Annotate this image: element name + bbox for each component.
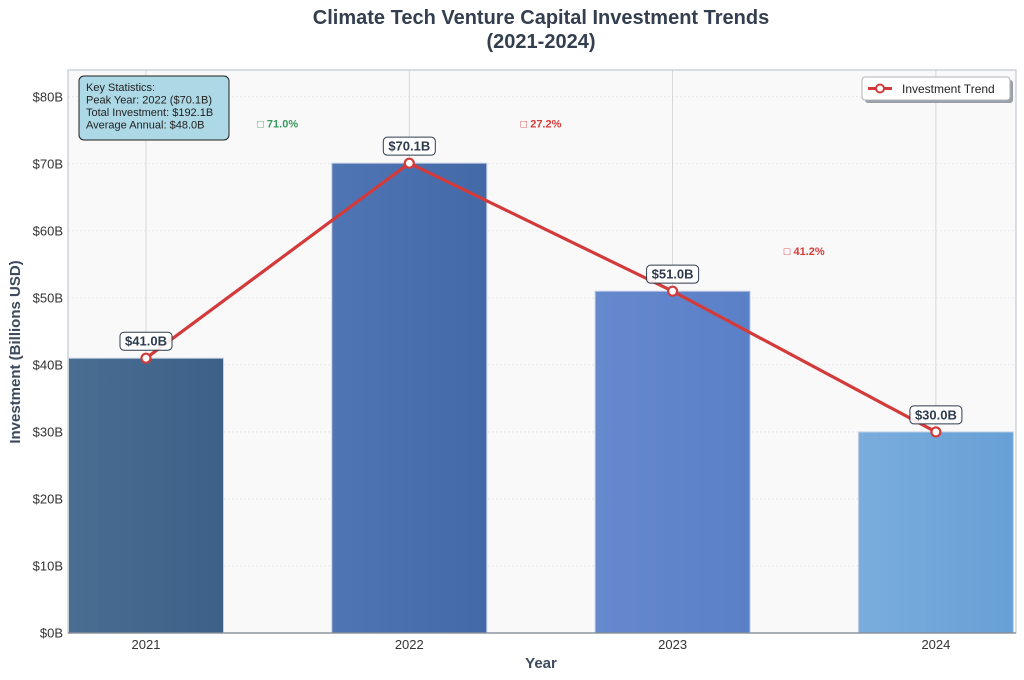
x-tick-label: 2022 [395,637,424,652]
bar-2021 [68,357,224,634]
y-tick-label: $30B [33,424,63,439]
bar-2022 [331,162,488,634]
trend-line [145,161,937,434]
stats-line: Peak Year: 2022 ($70.1B) [86,95,212,107]
y-tick-label: $20B [33,491,63,506]
bar-2023 [594,290,751,634]
stats-line: Total Investment: $192.1B [86,107,213,119]
data-label: $30.0B [915,407,957,422]
legend-box [861,76,1011,101]
x-tick-label: 2021 [132,637,161,652]
data-label-box [382,136,436,156]
trend-point [403,157,415,169]
stats-box [78,75,230,141]
y-tick-label: $10B [33,558,63,573]
y-tick-label: $40B [33,357,63,372]
y-axis-title: Investment (Billions USD) [7,260,24,443]
trend-point [666,285,679,297]
stats-line: Key Statistics: [86,82,155,94]
y-tick-label: $60B [33,223,63,238]
y-tick-label: $80B [33,89,63,104]
legend-label: Investment Trend [902,82,995,96]
change-percent-label: □ 41.2% [784,246,825,258]
chart-title-line-2: (2021-2024) [487,31,596,53]
y-tick-label: $70B [33,156,63,171]
bar-2024 [857,431,1014,634]
data-label: $70.1B [388,139,430,154]
data-label-box [909,405,963,425]
x-tick-label: 2024 [921,637,950,652]
x-axis-title: Year [525,655,557,672]
x-tick-label: 2023 [658,637,687,652]
data-label: $41.0B [125,334,167,349]
chart-title-line-1: Climate Tech Venture Capital Investment … [313,7,769,29]
stats-line: Average Annual: $48.0B [86,120,204,132]
legend-marker-swatch [875,83,885,94]
trend-point [930,426,942,438]
data-label: $51.0B [652,267,694,282]
y-tick-label: $50B [33,290,63,305]
y-tick-label: $0B [40,626,63,641]
data-label-box [119,331,173,351]
data-label-box [646,264,700,284]
change-percent-label: □ 71.0% [257,119,298,131]
change-percent-label: □ 27.2% [521,119,562,131]
trend-point [140,352,152,364]
